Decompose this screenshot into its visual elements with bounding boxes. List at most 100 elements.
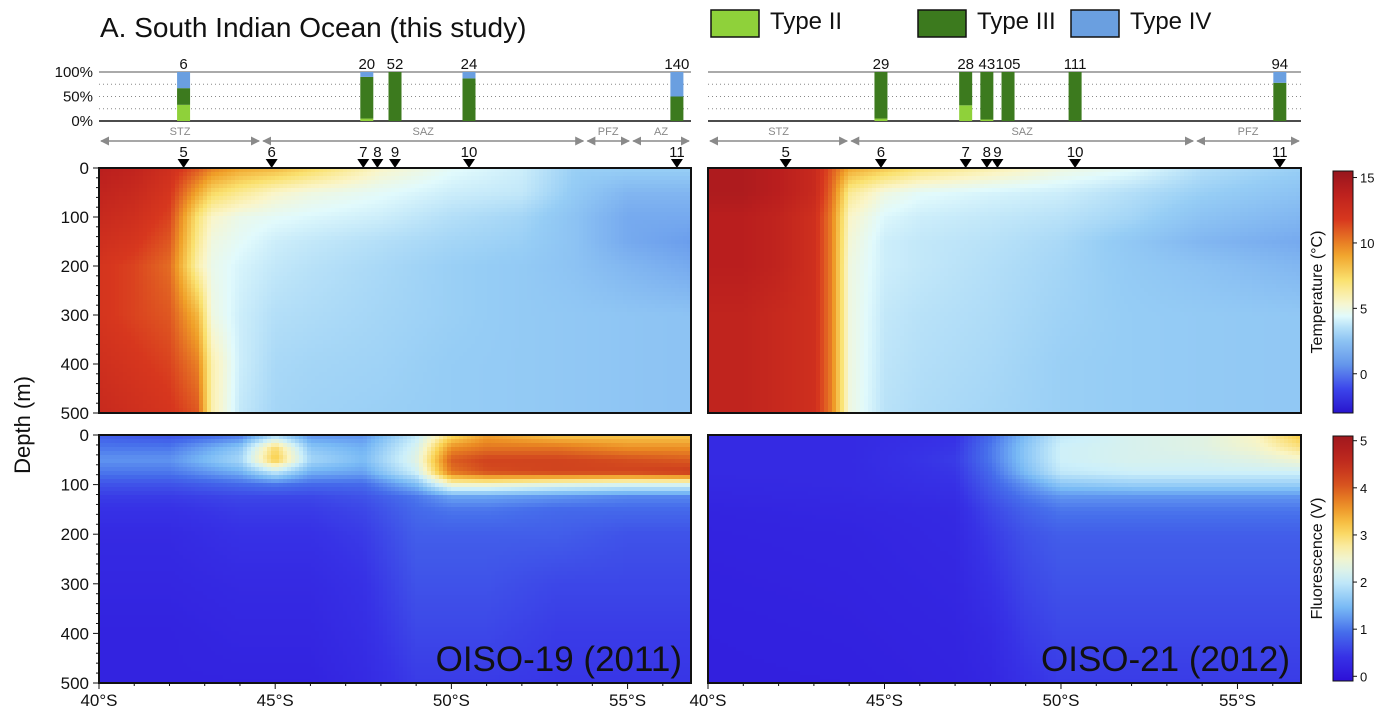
heatmap-cell <box>251 228 256 233</box>
heatmap-cell <box>139 208 144 213</box>
heatmap-cell <box>187 224 192 229</box>
heatmap-cell <box>231 212 236 217</box>
heatmap-cell <box>271 228 276 233</box>
heatmap-cell <box>483 284 488 289</box>
heatmap-cell <box>267 188 272 193</box>
heatmap-cell <box>619 220 624 225</box>
heatmap-cell <box>195 236 200 241</box>
heatmap-cell <box>459 220 464 225</box>
heatmap-cell <box>531 240 536 245</box>
heatmap-cell <box>107 280 112 285</box>
heatmap-cell <box>459 276 464 281</box>
heatmap-cell <box>279 296 284 301</box>
heatmap-cell <box>199 216 204 221</box>
heatmap-cell <box>427 192 432 197</box>
heatmap-cell <box>543 204 548 209</box>
heatmap-cell <box>147 232 152 237</box>
heatmap-cell <box>359 264 364 269</box>
heatmap-cell <box>259 168 264 173</box>
heatmap-cell <box>131 264 136 269</box>
heatmap-cell <box>471 216 476 221</box>
heatmap-cell <box>443 288 448 293</box>
heatmap-cell <box>327 176 332 181</box>
heatmap-cell <box>683 204 688 209</box>
heatmap-cell <box>639 224 644 229</box>
heatmap-cell <box>99 248 104 253</box>
heatmap-cell <box>455 212 460 217</box>
heatmap-cell <box>187 220 192 225</box>
heatmap-cell <box>167 180 172 185</box>
heatmap-cell <box>199 280 204 285</box>
heatmap-cell <box>191 176 196 181</box>
heatmap-cell <box>603 284 608 289</box>
heatmap-cell <box>147 220 152 225</box>
heatmap-cell <box>119 216 124 221</box>
heatmap-cell <box>215 256 220 261</box>
heatmap-cell <box>319 180 324 185</box>
heatmap-cell <box>263 220 268 225</box>
heatmap-cell <box>383 172 388 177</box>
heatmap-cell <box>351 208 356 213</box>
heatmap-cell <box>635 252 640 257</box>
heatmap-cell <box>459 196 464 201</box>
heatmap-cell <box>199 272 204 277</box>
heatmap-cell <box>539 248 544 253</box>
heatmap-cell <box>519 280 524 285</box>
heatmap-cell <box>195 192 200 197</box>
heatmap-cell <box>591 236 596 241</box>
heatmap-cell <box>623 216 628 221</box>
heatmap-cell <box>463 192 468 197</box>
heatmap-cell <box>223 236 228 241</box>
heatmap-cell <box>287 244 292 249</box>
heatmap-cell <box>479 264 484 269</box>
heatmap-cell <box>311 180 316 185</box>
heatmap-cell <box>519 200 524 205</box>
heatmap-cell <box>419 220 424 225</box>
heatmap-cell <box>671 204 676 209</box>
heatmap-cell <box>671 288 676 293</box>
heatmap-cell <box>471 264 476 269</box>
heatmap-cell <box>675 276 680 281</box>
heatmap-cell <box>275 260 280 265</box>
heatmap-cell <box>523 228 528 233</box>
heatmap-cell <box>643 260 648 265</box>
heatmap-cell <box>607 276 612 281</box>
heatmap-cell <box>611 220 616 225</box>
heatmap-cell <box>419 184 424 189</box>
heatmap-cell <box>687 296 691 301</box>
heatmap-cell <box>455 232 460 237</box>
heatmap-cell <box>111 200 116 205</box>
heatmap-cell <box>619 180 624 185</box>
heatmap-cell <box>299 260 304 265</box>
heatmap-cell <box>579 256 584 261</box>
heatmap-cell <box>119 244 124 249</box>
heatmap-cell <box>427 188 432 193</box>
heatmap-cell <box>323 224 328 229</box>
heatmap-cell <box>479 240 484 245</box>
heatmap-cell <box>451 264 456 269</box>
heatmap-cell <box>403 184 408 189</box>
heatmap-cell <box>515 228 520 233</box>
heatmap-cell <box>619 188 624 193</box>
heatmap-cell <box>315 236 320 241</box>
heatmap-cell <box>675 208 680 213</box>
heatmap-cell <box>563 256 568 261</box>
heatmap-cell <box>143 196 148 201</box>
heatmap-cell <box>499 276 504 281</box>
heatmap-cell <box>375 260 380 265</box>
heatmap-cell <box>327 212 332 217</box>
heatmap-cell <box>151 272 156 277</box>
heatmap-cell <box>219 244 224 249</box>
heatmap-cell <box>443 168 448 173</box>
heatmap-cell <box>131 188 136 193</box>
heatmap-cell <box>159 260 164 265</box>
heatmap-cell <box>511 248 516 253</box>
heatmap-cell <box>415 176 420 181</box>
heatmap-cell <box>507 268 512 273</box>
heatmap-cell <box>651 244 656 249</box>
heatmap-cell <box>115 300 120 305</box>
heatmap-cell <box>335 216 340 221</box>
heatmap-cell <box>127 236 132 241</box>
heatmap-cell <box>523 212 528 217</box>
heatmap-cell <box>531 276 536 281</box>
